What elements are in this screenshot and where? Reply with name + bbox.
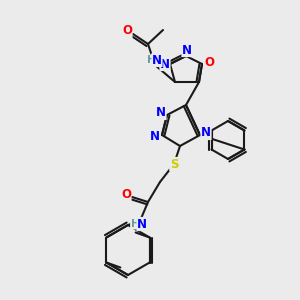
Text: N: N: [152, 53, 162, 67]
Text: H: H: [130, 219, 140, 229]
Text: O: O: [204, 56, 214, 68]
Text: N: N: [137, 218, 147, 230]
Text: S: S: [170, 158, 178, 170]
Text: N: N: [160, 58, 170, 70]
Text: H: H: [147, 55, 155, 65]
Text: O: O: [121, 188, 131, 202]
Text: N: N: [150, 130, 160, 143]
Text: O: O: [122, 25, 132, 38]
Text: N: N: [201, 127, 211, 140]
Text: N: N: [182, 44, 192, 56]
Text: N: N: [156, 106, 166, 119]
